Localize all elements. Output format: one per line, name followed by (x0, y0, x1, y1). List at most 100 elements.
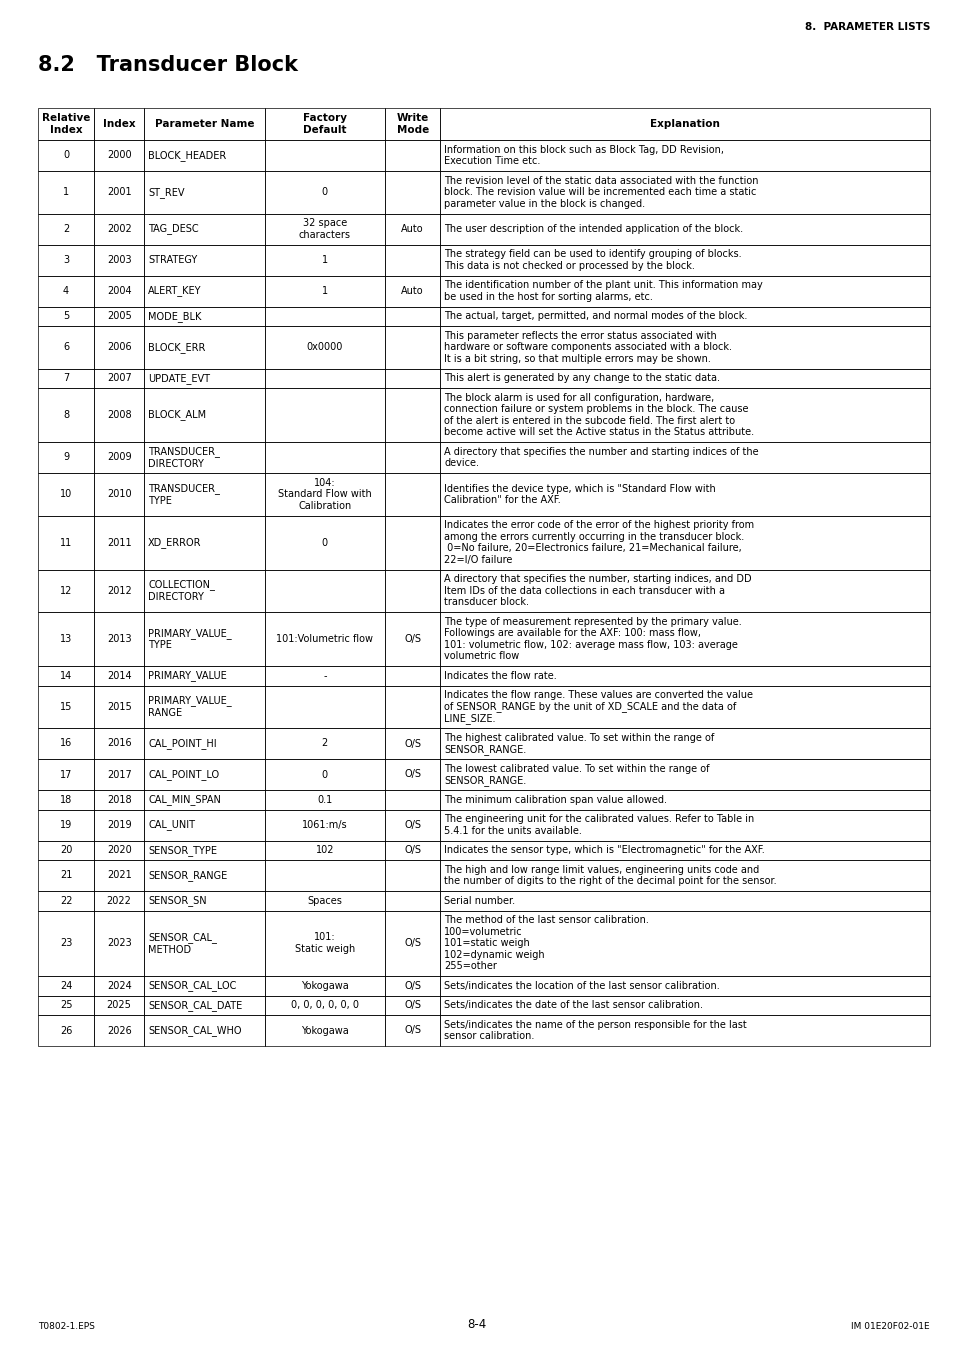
Text: CAL_UNIT: CAL_UNIT (148, 820, 195, 831)
Bar (144, 759, 264, 790)
Bar (94, 369, 144, 388)
Text: CAL_POINT_HI: CAL_POINT_HI (148, 738, 216, 748)
Text: Auto: Auto (401, 224, 423, 234)
Bar (385, 388, 440, 442)
Bar (38, 1015, 94, 1046)
Text: Calibration" for the AXF.: Calibration" for the AXF. (444, 494, 560, 505)
Bar (385, 861, 440, 892)
Bar (94, 809, 144, 840)
Text: Index: Index (103, 119, 135, 128)
Bar (385, 245, 440, 276)
Text: Information on this block such as Block Tag, DD Revision,: Information on this block such as Block … (444, 145, 723, 155)
Bar (264, 790, 385, 809)
Bar (440, 473, 929, 516)
Bar (144, 728, 264, 759)
Text: Parameter Name: Parameter Name (154, 119, 253, 128)
Text: 4: 4 (63, 286, 69, 296)
Text: 2024: 2024 (107, 981, 132, 990)
Bar (94, 1015, 144, 1046)
Text: 22: 22 (60, 896, 72, 905)
Bar (94, 728, 144, 759)
Text: of SENSOR_RANGE by the unit of XD_SCALE and the data of: of SENSOR_RANGE by the unit of XD_SCALE … (444, 701, 736, 712)
Bar (144, 245, 264, 276)
Text: 255=other: 255=other (444, 962, 497, 971)
Text: device.: device. (444, 458, 478, 469)
Bar (264, 369, 385, 388)
Bar (264, 141, 385, 172)
Text: connection failure or system problems in the block. The cause: connection failure or system problems in… (444, 404, 748, 415)
Bar (38, 245, 94, 276)
Bar (38, 975, 94, 996)
Bar (144, 1015, 264, 1046)
Text: 32 space
characters: 32 space characters (298, 219, 351, 239)
Bar (264, 996, 385, 1015)
Text: 2001: 2001 (107, 188, 132, 197)
Bar (144, 141, 264, 172)
Text: block. The revision value will be incremented each time a static: block. The revision value will be increm… (444, 188, 756, 197)
Text: 2014: 2014 (107, 670, 132, 681)
Bar (385, 892, 440, 911)
Bar (264, 809, 385, 840)
Text: This alert is generated by any change to the static data.: This alert is generated by any change to… (444, 373, 720, 384)
Bar (144, 172, 264, 213)
Bar (94, 276, 144, 307)
Text: Indicates the error code of the error of the highest priority from: Indicates the error code of the error of… (444, 520, 754, 530)
Bar (440, 369, 929, 388)
Bar (94, 172, 144, 213)
Bar (38, 141, 94, 172)
Text: 2: 2 (321, 739, 328, 748)
Text: Serial number.: Serial number. (444, 896, 515, 905)
Bar (264, 276, 385, 307)
Text: Sets/indicates the location of the last sensor calibration.: Sets/indicates the location of the last … (444, 981, 720, 990)
Text: 0, 0, 0, 0, 0, 0: 0, 0, 0, 0, 0, 0 (291, 1000, 358, 1011)
Bar (440, 245, 929, 276)
Text: 9: 9 (63, 453, 69, 462)
Bar (264, 892, 385, 911)
Text: SENSOR_SN: SENSOR_SN (148, 896, 207, 907)
Text: BLOCK_ERR: BLOCK_ERR (148, 342, 205, 353)
Bar (440, 108, 929, 141)
Text: 25: 25 (60, 1000, 72, 1011)
Bar (264, 840, 385, 861)
Bar (440, 276, 929, 307)
Text: SENSOR_RANGE.: SENSOR_RANGE. (444, 774, 526, 786)
Bar (144, 840, 264, 861)
Bar (385, 809, 440, 840)
Bar (144, 666, 264, 685)
Text: CAL_MIN_SPAN: CAL_MIN_SPAN (148, 794, 221, 805)
Bar (38, 759, 94, 790)
Text: 0: 0 (321, 538, 328, 547)
Bar (440, 975, 929, 996)
Text: O/S: O/S (404, 846, 420, 855)
Text: Yokogawa: Yokogawa (300, 981, 348, 990)
Text: Item IDs of the data collections in each transducer with a: Item IDs of the data collections in each… (444, 586, 724, 596)
Text: BLOCK_HEADER: BLOCK_HEADER (148, 150, 226, 161)
Text: O/S: O/S (404, 1000, 420, 1011)
Text: 24: 24 (60, 981, 72, 990)
Bar (264, 442, 385, 473)
Bar (94, 685, 144, 728)
Bar (264, 728, 385, 759)
Bar (385, 276, 440, 307)
Text: 2: 2 (63, 224, 70, 234)
Bar (385, 759, 440, 790)
Bar (144, 108, 264, 141)
Bar (440, 861, 929, 892)
Text: 17: 17 (60, 770, 72, 780)
Text: 2008: 2008 (107, 409, 132, 420)
Bar (440, 759, 929, 790)
Text: TRANSDUCER_
TYPE: TRANSDUCER_ TYPE (148, 484, 220, 505)
Bar (38, 685, 94, 728)
Bar (94, 245, 144, 276)
Text: 101=static weigh: 101=static weigh (444, 938, 530, 948)
Bar (94, 840, 144, 861)
Text: 18: 18 (60, 794, 72, 805)
Bar (385, 141, 440, 172)
Bar (440, 728, 929, 759)
Bar (440, 996, 929, 1015)
Bar (144, 892, 264, 911)
Text: PRIMARY_VALUE: PRIMARY_VALUE (148, 670, 227, 681)
Bar (385, 1015, 440, 1046)
Bar (144, 388, 264, 442)
Text: The strategy field can be used to identify grouping of blocks.: The strategy field can be used to identi… (444, 249, 741, 259)
